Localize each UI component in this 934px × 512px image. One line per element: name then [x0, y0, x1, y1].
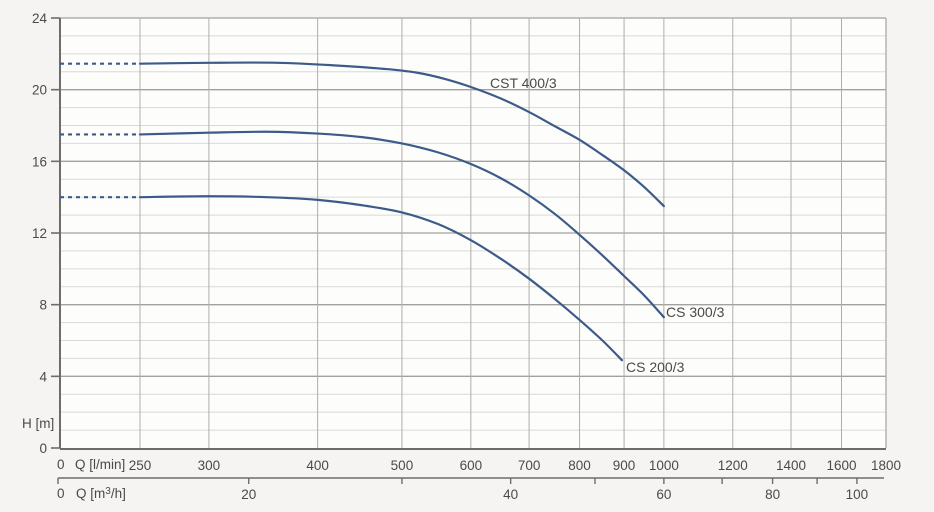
x2-axis-origin-label: 0 — [57, 486, 65, 501]
x-tick-label-lmin: 1800 — [871, 458, 901, 473]
pump-curve-1 — [138, 130, 665, 319]
curve-label-cs-300-3: CS 300/3 — [666, 304, 725, 320]
x-tick-label-lmin: 900 — [613, 458, 636, 473]
x-tick-label-lmin: 1400 — [776, 458, 806, 473]
x-tick-label-lmin: 400 — [306, 458, 329, 473]
pump-curve-2 — [138, 195, 624, 362]
x-axis-secondary-title: Q [m3/h] — [76, 486, 126, 501]
x2-tick-label-m3h: 20 — [241, 487, 256, 502]
x-tick-label-lmin: 500 — [391, 458, 414, 473]
x-axis-origin-label: 0 — [57, 457, 65, 472]
x2-title-sup: 3 — [105, 486, 111, 497]
curve-label-cs-200-3: CS 200/3 — [626, 359, 685, 375]
x2-tick-label-m3h: 100 — [846, 487, 869, 502]
x-tick-label-lmin: 600 — [460, 458, 483, 473]
x-axis-primary-title: Q [l/min] — [75, 457, 126, 472]
y-tick-label: 20 — [32, 83, 47, 98]
y-tick-label: 16 — [32, 154, 47, 169]
y-tick-label: 8 — [39, 298, 47, 313]
x2-tick-label-m3h: 40 — [503, 487, 518, 502]
pump-curve-0 — [138, 61, 665, 208]
y-tick-label: 4 — [39, 369, 47, 384]
x2-tick-label-m3h: 80 — [765, 487, 780, 502]
x-tick-label-lmin: 800 — [568, 458, 591, 473]
x-tick-label-lmin: 1000 — [649, 458, 679, 473]
x2-title-pre: Q [m — [76, 486, 106, 501]
x-tick-label-lmin: 300 — [198, 458, 221, 473]
x-tick-label-lmin: 1600 — [826, 458, 856, 473]
x2-title-post: /h] — [110, 486, 126, 501]
x-tick-label-lmin: 700 — [518, 458, 541, 473]
x-tick-label-lmin: 1200 — [718, 458, 748, 473]
y-tick-label: 0 — [39, 441, 47, 456]
curve-label-cst-400-3: CST 400/3 — [490, 75, 557, 91]
x2-tick-label-m3h: 60 — [656, 487, 671, 502]
y-tick-label: 12 — [32, 226, 47, 241]
x-tick-label-lmin: 250 — [129, 458, 152, 473]
y-tick-label: 24 — [32, 11, 48, 26]
y-axis-title: H [m] — [22, 416, 55, 431]
